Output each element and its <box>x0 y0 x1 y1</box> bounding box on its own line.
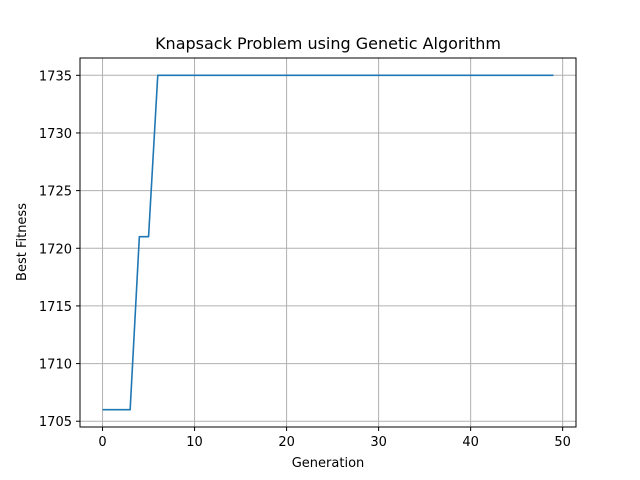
x-tick-label: 20 <box>278 435 295 450</box>
y-tick-label: 1705 <box>39 415 72 430</box>
y-tick-label: 1725 <box>39 185 72 200</box>
x-axis-ticks: 0 10 20 30 40 50 <box>98 427 571 450</box>
x-tick-label: 0 <box>98 435 106 450</box>
x-axis-label: Generation <box>292 456 365 471</box>
chart-title: Knapsack Problem using Genetic Algorithm <box>155 34 501 53</box>
plot-frame <box>79 57 577 428</box>
x-tick-label: 10 <box>186 435 203 450</box>
y-tick-label: 1715 <box>39 300 72 315</box>
x-tick-label: 50 <box>554 435 571 450</box>
series-group <box>102 74 554 411</box>
y-axis-label: Best Fitness <box>15 203 30 281</box>
y-axis-ticks: 1705 1710 1715 1720 1725 1730 1735 <box>39 69 80 430</box>
y-tick-label: 1730 <box>39 127 72 142</box>
y-tick-label: 1720 <box>39 242 72 257</box>
y-tick-label: 1735 <box>39 69 72 84</box>
x-tick-label: 40 <box>462 435 479 450</box>
x-tick-label: 30 <box>370 435 387 450</box>
y-tick-label: 1710 <box>39 358 72 373</box>
series-line <box>102 74 554 411</box>
